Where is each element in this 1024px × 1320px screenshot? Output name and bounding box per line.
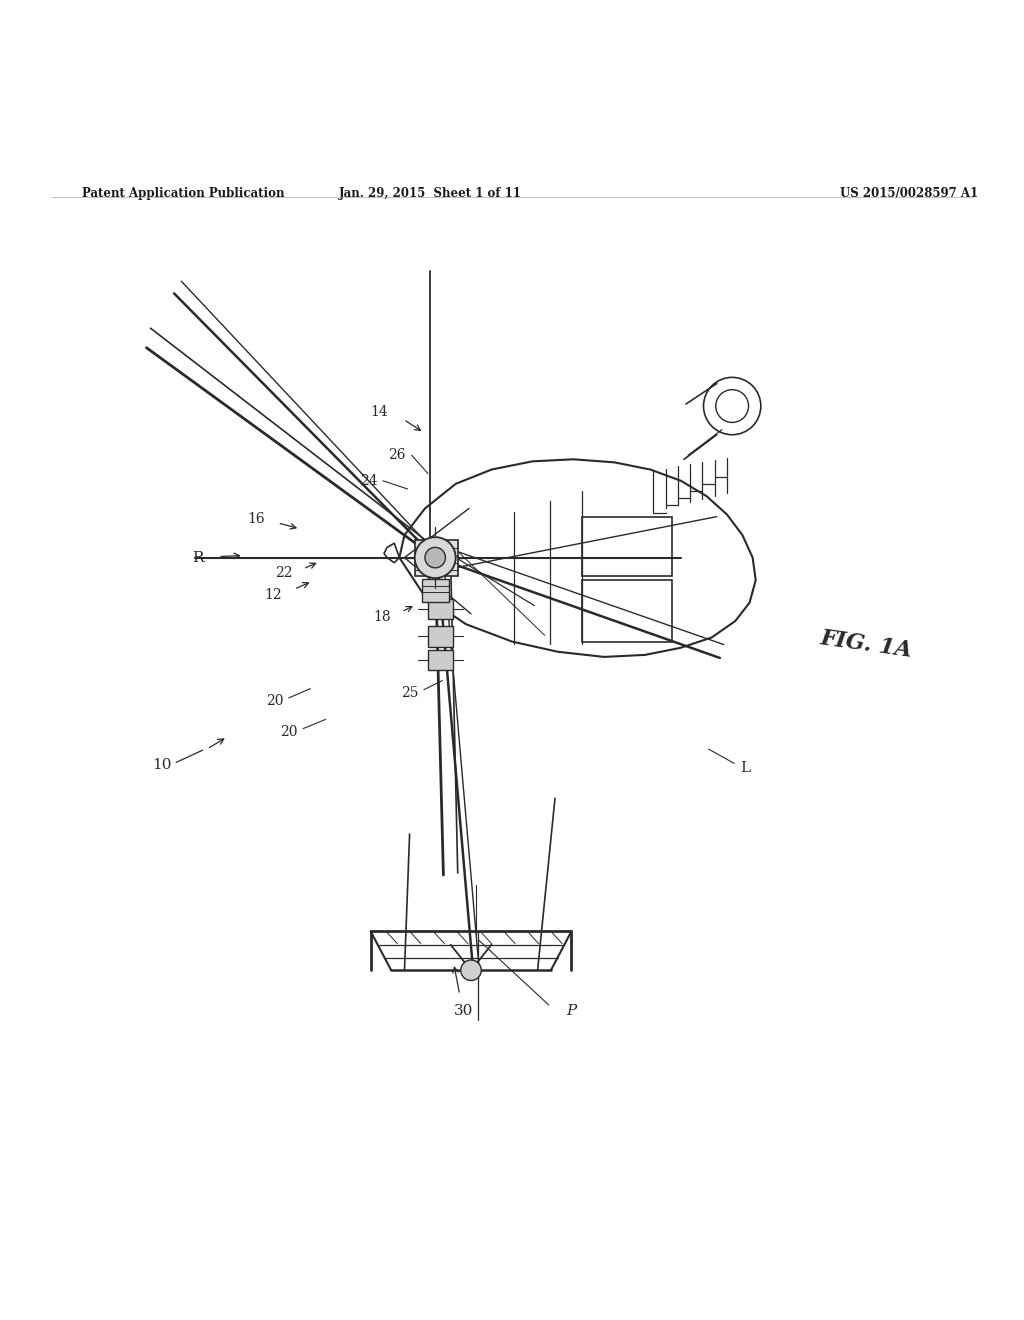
Bar <box>422 579 449 602</box>
Bar <box>428 598 453 619</box>
Text: 26: 26 <box>388 449 407 462</box>
Text: 20: 20 <box>265 694 284 708</box>
Text: R: R <box>191 550 204 565</box>
Bar <box>428 626 453 647</box>
Text: Jan. 29, 2015  Sheet 1 of 11: Jan. 29, 2015 Sheet 1 of 11 <box>339 187 521 199</box>
Text: US 2015/0028597 A1: US 2015/0028597 A1 <box>840 187 978 199</box>
Text: 20: 20 <box>280 725 298 739</box>
Text: 22: 22 <box>274 566 293 579</box>
Circle shape <box>461 960 481 981</box>
Text: P: P <box>566 1005 577 1018</box>
Text: 18: 18 <box>373 610 391 624</box>
Circle shape <box>425 548 445 568</box>
Bar <box>582 579 672 642</box>
Text: 24: 24 <box>359 474 378 488</box>
Text: 30: 30 <box>455 1005 473 1018</box>
Text: 14: 14 <box>370 405 388 420</box>
Bar <box>415 540 458 576</box>
Text: 16: 16 <box>247 512 265 525</box>
Text: L: L <box>740 760 751 775</box>
Text: FIG. 1A: FIG. 1A <box>819 627 914 661</box>
Text: 25: 25 <box>400 686 419 700</box>
Text: 12: 12 <box>264 589 283 602</box>
Text: Patent Application Publication: Patent Application Publication <box>82 187 285 199</box>
Text: 10: 10 <box>152 759 172 772</box>
Circle shape <box>415 537 456 578</box>
Bar <box>428 649 453 671</box>
Bar <box>582 516 672 576</box>
